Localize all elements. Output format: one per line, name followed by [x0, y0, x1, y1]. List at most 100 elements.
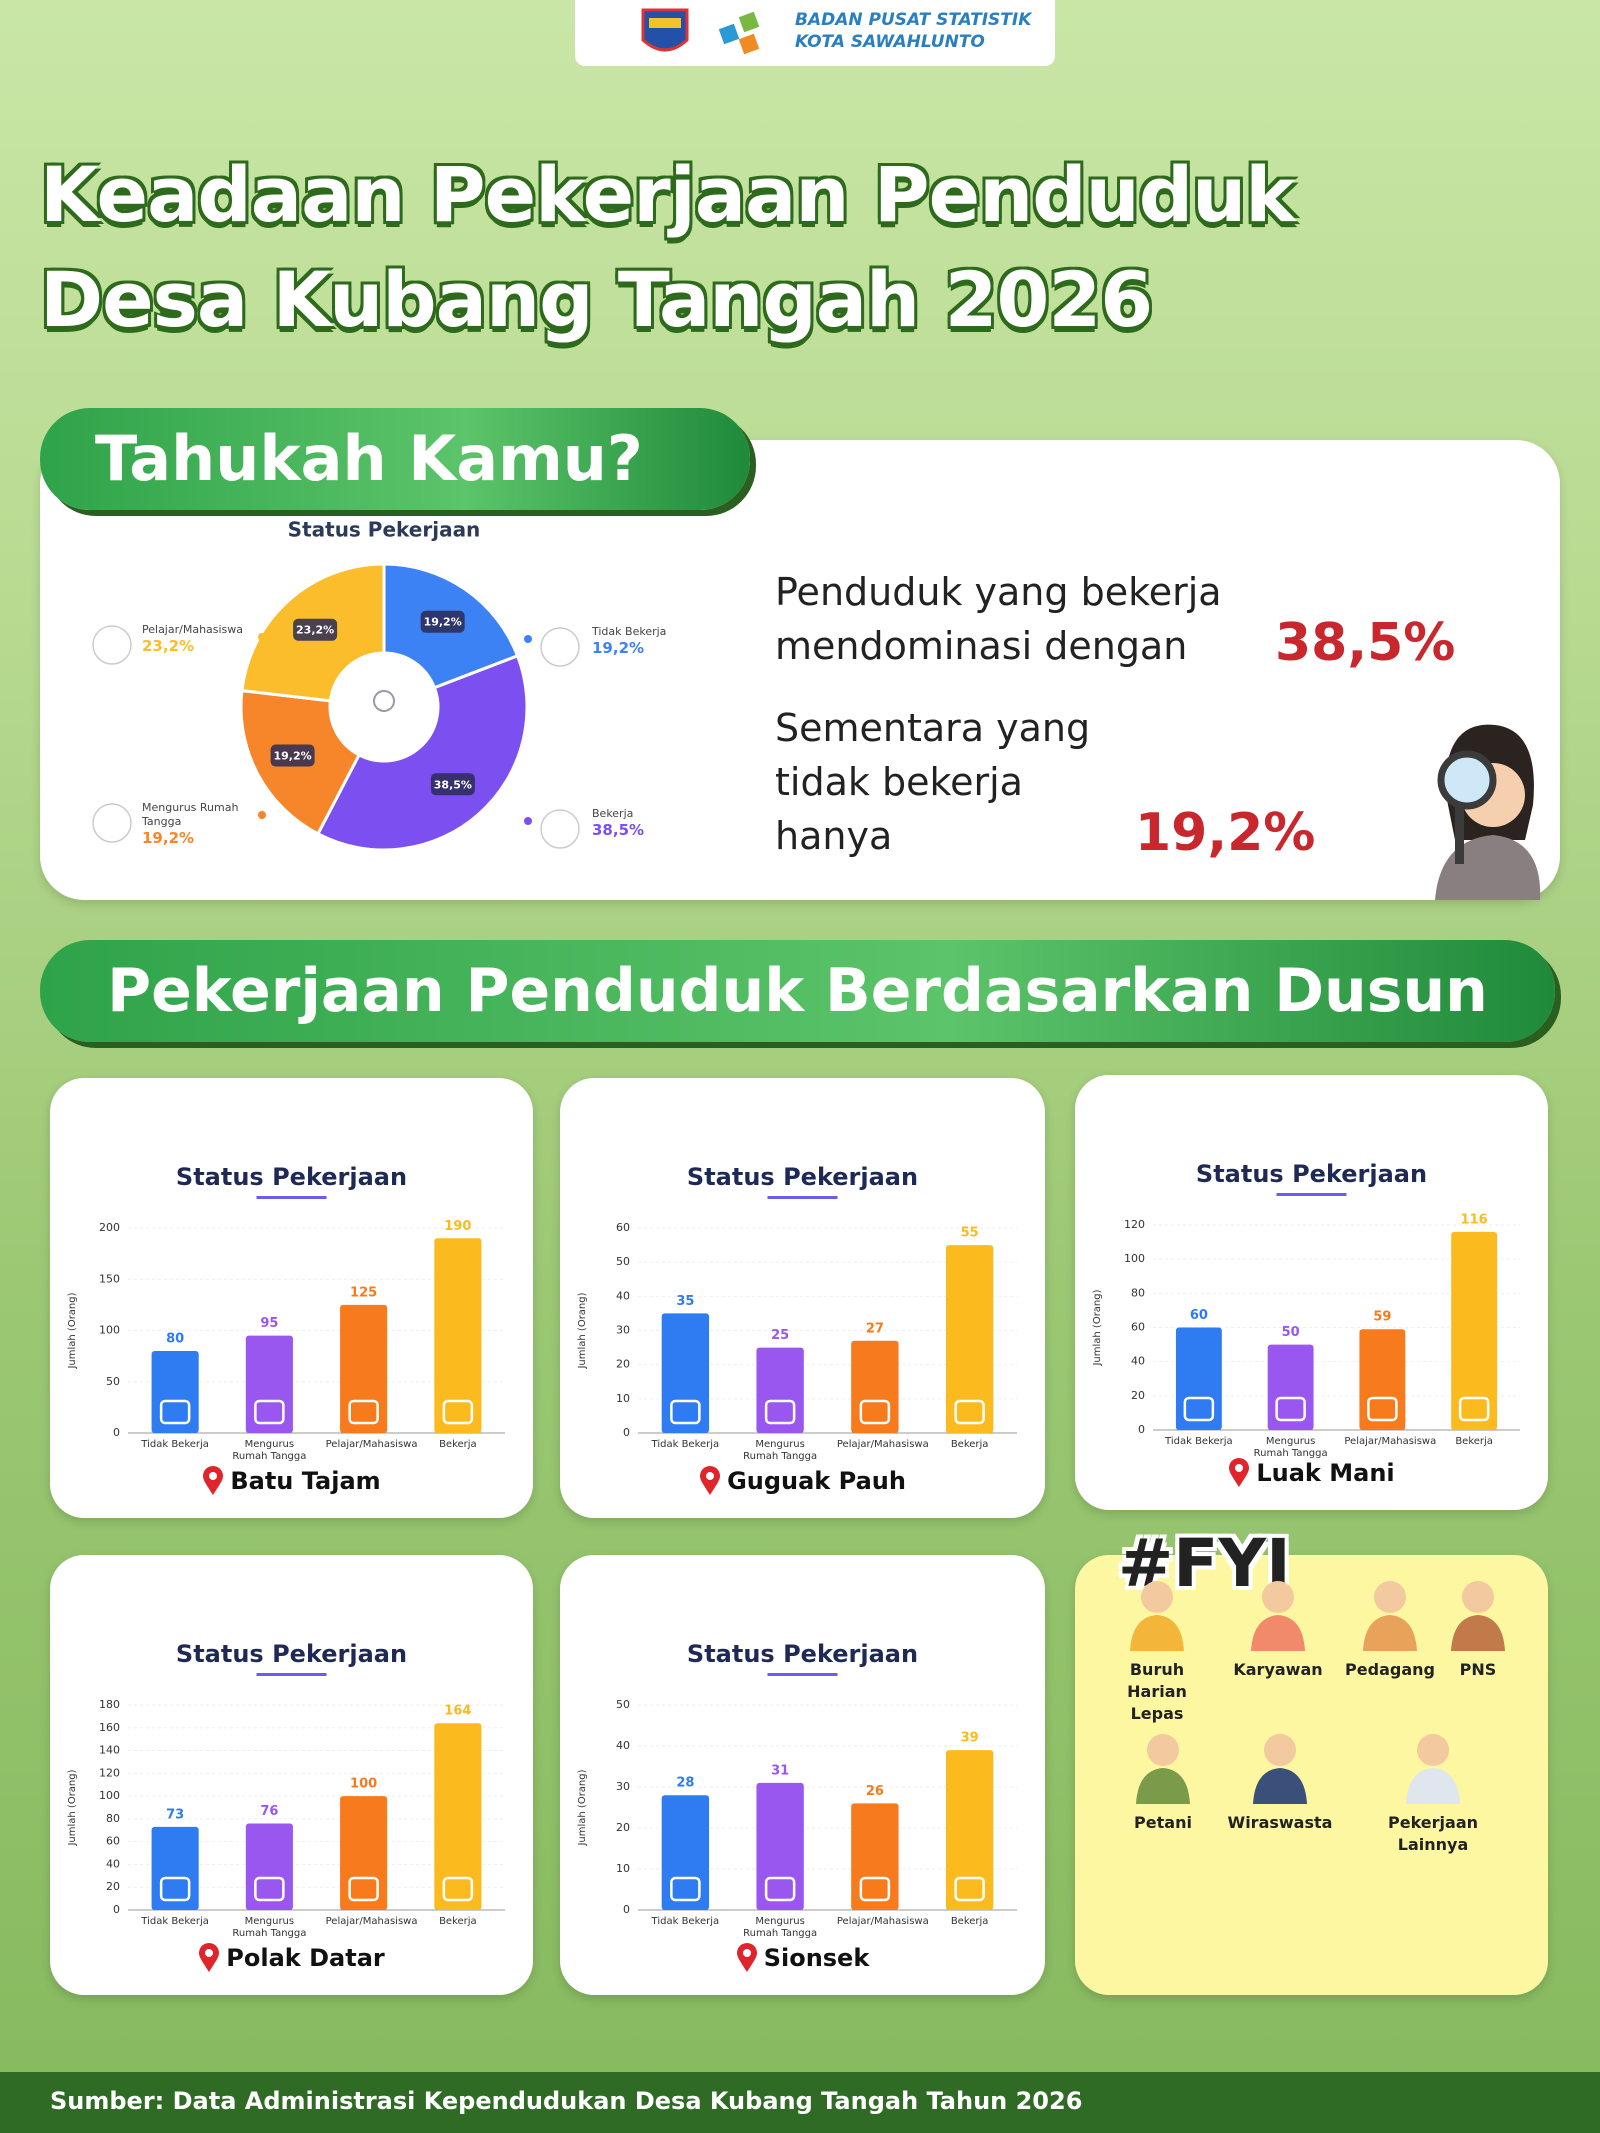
- bar-icon: [954, 1876, 985, 1902]
- y-tick-label: 100: [99, 1324, 120, 1337]
- y-tick-label: 60: [616, 1221, 630, 1234]
- bar-icon: [442, 1399, 474, 1425]
- legend-label: Mengurus Rumah Tangga: [142, 801, 239, 828]
- location: Sionsek: [560, 1943, 1045, 1973]
- bar-chart: Status Pekerjaan 0 50 100 150 200 Jumlah (Oran…: [67, 1163, 505, 1439]
- legend-dot: [258, 633, 266, 641]
- bar-icon: [670, 1399, 701, 1425]
- bar-card: Status Pekerjaan 0 50 100 150 200 Jumlah (Oran…: [50, 1078, 533, 1518]
- pin-hole: [209, 1472, 218, 1480]
- chart-title: Status Pekerjaan: [1196, 1160, 1427, 1188]
- pin-hole: [205, 1949, 214, 1957]
- body: [1363, 1615, 1417, 1651]
- value-label: 28: [676, 1776, 694, 1791]
- bar-icon: [764, 1399, 796, 1425]
- bar-icon: [859, 1876, 891, 1902]
- title-line: Desa Kubang Tangah 2026: [40, 255, 1153, 344]
- regency-logo: [641, 8, 689, 52]
- slice-label: 19,2%: [424, 616, 462, 629]
- legend-value: 23,2%: [142, 637, 195, 655]
- bar: [1175, 1327, 1222, 1430]
- y-tick-label: 20: [1131, 1389, 1145, 1402]
- legend-dot: [524, 817, 532, 825]
- y-tick-label: 30: [616, 1324, 630, 1337]
- y-tick-label: 150: [99, 1272, 120, 1285]
- legend-label: Tidak Bekerja: [592, 625, 667, 638]
- value-label: 60: [1190, 1308, 1208, 1323]
- title-line: Keadaan Pekerjaan Penduduk: [40, 150, 1296, 239]
- pie-chart: Status Pekerjaan 19,2% 38,5% 19,2% 23,2%: [92, 518, 580, 852]
- legend-label: Bekerja: [592, 807, 634, 820]
- y-tick-label: 120: [1124, 1218, 1145, 1231]
- did-you-know-heading: Tahukah Kamu?: [40, 408, 750, 510]
- legend-entry: Pelajar/Mahasiswa 23,2%: [142, 623, 262, 655]
- bar-icon: [442, 1876, 474, 1902]
- x-tick-label: Bekerja: [950, 1916, 989, 1927]
- y-tick-label: 20: [616, 1358, 630, 1371]
- legend-value: 19,2%: [142, 829, 195, 847]
- head: [1141, 1581, 1173, 1613]
- header-box: BADAN PUSAT STATISTIK KOTA SAWAHLUNTO: [575, 0, 1055, 66]
- y-tick-label: 180: [99, 1698, 120, 1711]
- y-tick-label: 50: [616, 1698, 630, 1711]
- fyi-item: Buruh Harian Lepas: [1127, 1660, 1187, 1723]
- bar: [945, 1750, 994, 1910]
- value-label: 31: [771, 1763, 789, 1778]
- value-label: 116: [1461, 1212, 1488, 1227]
- location-name: Luak Mani: [1256, 1459, 1395, 1487]
- y-tick-label: 20: [106, 1880, 120, 1893]
- y-tick-label: 0: [113, 1903, 120, 1916]
- value-label: 59: [1373, 1310, 1391, 1325]
- y-tick-label: 140: [99, 1744, 120, 1757]
- location-name: Batu Tajam: [230, 1467, 381, 1495]
- y-tick-label: 20: [616, 1821, 630, 1834]
- x-tick-label: Tidak Bekerja: [651, 1439, 720, 1450]
- y-tick-label: 10: [616, 1392, 630, 1405]
- y-tick-label: 40: [1131, 1355, 1145, 1368]
- job-icon: [1253, 1734, 1307, 1804]
- legend-icon: [92, 803, 132, 843]
- value-label: 76: [260, 1804, 278, 1819]
- pie-slice: [315, 653, 529, 852]
- x-tick-label: Mengurus Rumah Tangga: [1253, 1436, 1328, 1459]
- pin-hole: [742, 1949, 751, 1957]
- callout-value: 38,5%: [1275, 613, 1456, 673]
- value-label: 100: [350, 1777, 377, 1792]
- location-name: Guguak Pauh: [727, 1467, 906, 1495]
- value-label: 125: [350, 1285, 377, 1300]
- value-label: 55: [961, 1226, 979, 1241]
- y-tick-label: 0: [1138, 1423, 1145, 1436]
- body: [1451, 1615, 1505, 1651]
- legend-icon: [540, 627, 580, 667]
- bar: [661, 1313, 710, 1433]
- bar: [1451, 1231, 1498, 1430]
- x-tick-label: Bekerja: [950, 1439, 989, 1450]
- value-label: 26: [866, 1784, 884, 1799]
- job-icon: [1136, 1734, 1190, 1804]
- bar-icon: [1458, 1396, 1490, 1422]
- legend-entry: Tidak Bekerja 19,2%: [592, 625, 712, 657]
- bar: [661, 1795, 710, 1910]
- y-tick-label: 160: [99, 1721, 120, 1734]
- callout: Penduduk yang bekerja mendominasi dengan…: [775, 565, 1495, 891]
- x-tick-label: Pelajar/Mahasiswa: [836, 1439, 929, 1450]
- body: [1253, 1768, 1307, 1804]
- y-tick-label: 10: [616, 1862, 630, 1875]
- y-tick-label: 0: [623, 1903, 630, 1916]
- pin-icon: [203, 1466, 224, 1495]
- y-axis-label: Jumlah (Orang): [577, 1769, 588, 1846]
- x-tick-label: Bekerja: [439, 1916, 477, 1927]
- bar-icon: [348, 1399, 379, 1425]
- pin-hole: [1235, 1464, 1244, 1472]
- y-tick-label: 40: [106, 1857, 120, 1870]
- location: Guguak Pauh: [560, 1466, 1045, 1496]
- x-tick-label: Mengurus Rumah Tangga: [232, 1916, 307, 1939]
- bar: [434, 1238, 482, 1433]
- slice-label: 19,2%: [273, 750, 311, 763]
- bar: [245, 1335, 293, 1433]
- legend-value: 19,2%: [592, 639, 645, 657]
- bar: [851, 1340, 899, 1433]
- x-tick-label: Pelajar/Mahasiswa: [325, 1916, 418, 1927]
- pin-icon: [700, 1466, 721, 1495]
- org-city: KOTA SAWAHLUNTO: [795, 32, 985, 52]
